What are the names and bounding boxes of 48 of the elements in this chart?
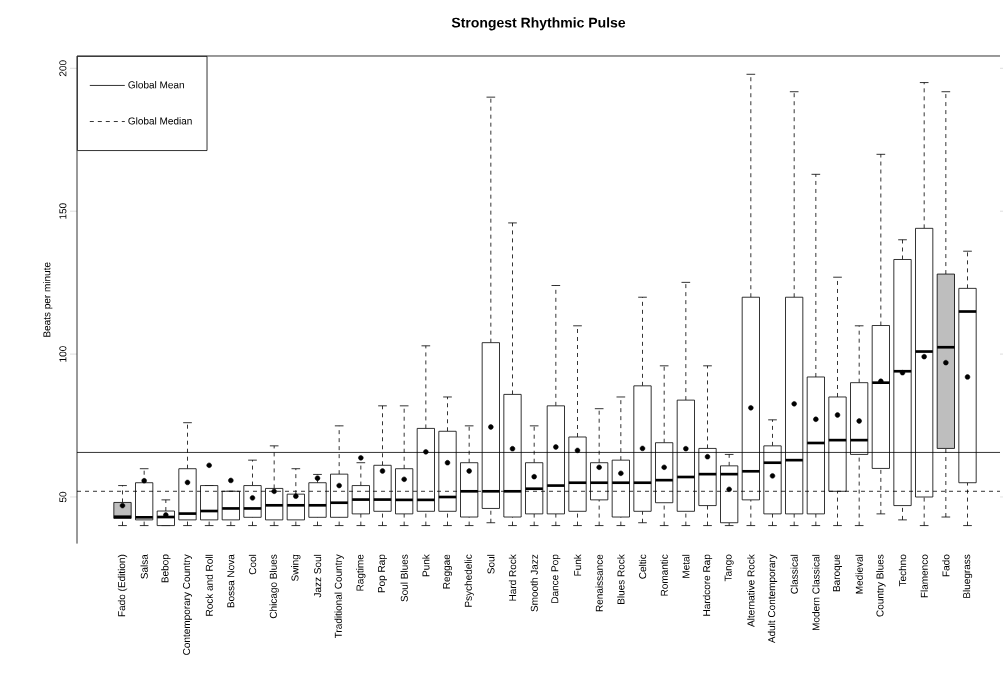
x-tick-label: Punk — [422, 554, 430, 577]
x-tick-label: Blues Rock — [617, 554, 625, 604]
x-tick-label: Jazz Soul — [313, 554, 322, 598]
x-tick-label: Psychedelic — [464, 554, 474, 607]
x-tick-label: Dance Pop — [551, 554, 561, 603]
x-tick-label: Chicago Blues — [269, 554, 279, 619]
x-tick-label: Modern Classical — [812, 554, 820, 631]
x-tick-label: Renaissance — [595, 554, 603, 612]
legend-label: Global Median — [128, 117, 192, 125]
x-tick-label: Medieval — [855, 554, 863, 594]
x-tick-label: Smooth Jazz — [530, 554, 538, 612]
x-tick-label: Country Blues — [876, 554, 886, 617]
x-tick-label: Reggae — [443, 554, 452, 589]
x-tick-label: Alternative Rock — [747, 554, 755, 627]
x-tick-label: Swing — [291, 554, 301, 581]
x-tick-label: Classical — [790, 554, 798, 594]
x-tick-label: Bluegrass — [962, 554, 973, 598]
x-tick-label: Metal — [682, 554, 690, 578]
x-tick-label: Pop Rap — [378, 554, 387, 593]
x-tick-label: Ragtime — [356, 554, 366, 591]
x-tick-label: Cool — [248, 554, 257, 575]
x-tick-label: Bebop — [161, 554, 171, 583]
y-tick-label: 100 — [59, 346, 67, 362]
x-tick-label: Fado (Edition) — [117, 554, 128, 617]
x-tick-label: Fado — [942, 554, 950, 577]
y-tick-label: 150 — [59, 203, 67, 219]
y-tick-label: 200 — [59, 60, 67, 77]
x-tick-label: Traditional Country — [334, 554, 344, 639]
x-tick-label: Bossa Nova — [227, 554, 235, 608]
y-axis-title: Beats per minute — [43, 262, 53, 337]
chart-title: Strongest Rhythmic Pulse — [451, 17, 626, 31]
x-tick-label: Funk — [573, 554, 582, 576]
x-tick-label: Baroque — [833, 554, 842, 592]
y-tick-label: 50 — [59, 491, 67, 503]
x-tick-label: Adult Contemporary — [767, 554, 778, 644]
x-tick-label: Soul Blues — [400, 554, 408, 602]
legend-label: Global Mean — [128, 81, 184, 89]
x-tick-label: Romantic — [660, 554, 668, 596]
x-tick-label: Rock and Roll — [205, 554, 213, 616]
x-tick-label: Hard Rock — [508, 554, 517, 601]
x-tick-label: Tango — [724, 554, 734, 582]
x-tick-label: Contemporary Country — [182, 554, 193, 655]
x-tick-label: Soul — [487, 554, 495, 574]
x-tick-label: Techno — [898, 554, 907, 587]
x-tick-label: Celtic — [638, 554, 647, 579]
x-tick-label: Flamenco — [920, 554, 928, 598]
x-tick-label: Salsa — [140, 554, 148, 579]
x-tick-label: Hardcore Rap — [702, 554, 713, 616]
